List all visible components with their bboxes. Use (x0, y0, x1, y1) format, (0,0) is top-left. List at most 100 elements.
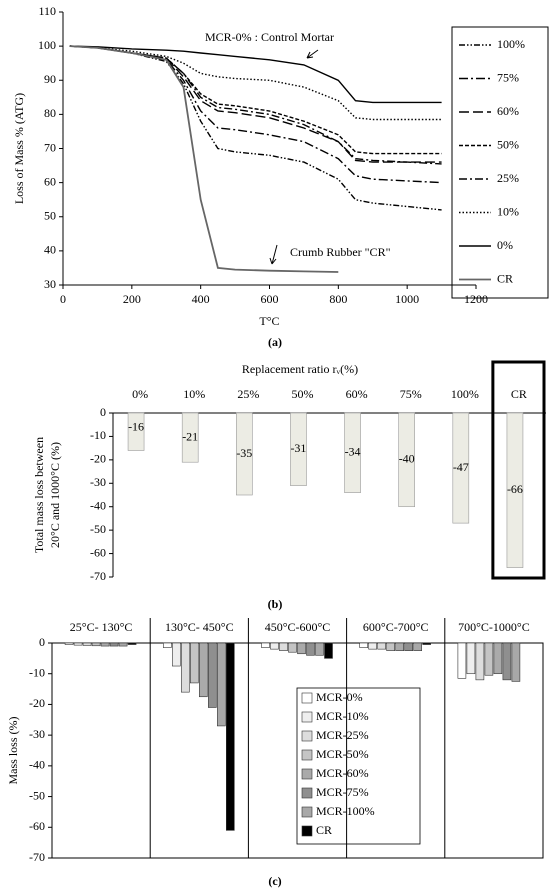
y-tick-label: 110 (38, 4, 56, 18)
caption: (a) (268, 335, 282, 349)
x-tick-label: 50% (291, 387, 313, 401)
annotation: Crumb Rubber "CR" (290, 245, 391, 259)
arrow (269, 244, 278, 265)
bar (208, 642, 217, 708)
value-label: -31 (290, 441, 306, 455)
y-tick-label: -50 (90, 522, 106, 536)
x-tick-label: 130°C- 450°C (165, 620, 234, 634)
bar (511, 642, 521, 682)
bar (288, 642, 297, 653)
legend-label: 75% (497, 70, 519, 84)
x-tick-label: 800 (329, 292, 347, 306)
x-tick-label: 25% (237, 387, 259, 401)
legend-label: CR (316, 823, 332, 837)
bar (377, 642, 387, 650)
legend-label: MCR-75% (316, 785, 369, 799)
y-tick-label: -30 (90, 475, 106, 489)
y-tick-label: -30 (29, 727, 45, 741)
x-tick-label: 100% (451, 387, 479, 401)
bar (91, 642, 101, 647)
x-tick-label: 60% (346, 387, 368, 401)
value-label: -66 (507, 482, 523, 496)
y-axis-label: Mass loss (%) (6, 716, 20, 784)
legend-label: MCR-50% (316, 747, 369, 761)
x-tick-label: 600°C-700°C (363, 620, 429, 634)
series-line (69, 45, 339, 273)
bar (466, 642, 476, 675)
y-tick-label: -50 (29, 788, 45, 802)
y-tick-label: -60 (90, 545, 106, 559)
x-tick-label: 400 (192, 292, 210, 306)
bar (181, 412, 199, 463)
y-tick-label: -70 (90, 569, 106, 583)
x-tick-label: 1200 (464, 292, 488, 306)
bar (475, 642, 485, 681)
y-tick-label: -10 (29, 665, 45, 679)
bar (181, 642, 190, 693)
x-tick-label: 10% (183, 387, 205, 401)
bar (297, 642, 306, 655)
legend-label: 0% (497, 238, 513, 252)
legend-label: 100% (497, 37, 525, 51)
y-tick-label: 30 (44, 277, 56, 291)
y-tick-label: 100 (38, 38, 56, 52)
x-tick-label: 25°C- 130°C (70, 620, 133, 634)
bar (163, 642, 172, 648)
caption: (c) (268, 874, 281, 888)
arrow (306, 49, 319, 59)
value-label: -34 (345, 445, 361, 459)
legend-box (451, 26, 549, 299)
bar (217, 642, 226, 727)
series-line (69, 45, 442, 121)
bar (270, 642, 279, 650)
bar (261, 642, 270, 648)
y-tick-label: -10 (90, 428, 106, 442)
y-axis-label: Total mass loss between (32, 437, 46, 553)
legend-label: MCR-100% (316, 804, 375, 818)
legend-swatch (301, 825, 313, 837)
series-line (69, 45, 442, 155)
bar (452, 412, 470, 524)
y-tick-label: -70 (29, 850, 45, 864)
bar (368, 642, 378, 650)
bar (73, 642, 83, 646)
value-label: -16 (128, 419, 144, 433)
bar (82, 642, 92, 646)
bar (100, 642, 110, 647)
bar (190, 642, 199, 684)
legend-label: MCR-60% (316, 766, 369, 780)
bar (413, 642, 423, 651)
bar (306, 642, 315, 656)
x-tick-label: 1000 (395, 292, 419, 306)
value-label: -21 (182, 429, 198, 443)
legend-label: 10% (497, 204, 519, 218)
x-axis-label: Replacement ratio rᵥ(%) (242, 362, 358, 376)
legend-swatch (301, 692, 313, 704)
legend-box (296, 687, 421, 845)
x-tick-label: 450°C-600°C (265, 620, 331, 634)
bar (109, 642, 119, 647)
bar (290, 412, 307, 486)
bar (398, 412, 415, 508)
bar (404, 642, 414, 651)
legend-label: MCR-0% (316, 690, 363, 704)
y-tick-label: 80 (44, 106, 56, 120)
legend-swatch (301, 711, 313, 723)
bar (359, 642, 369, 648)
bar (64, 642, 74, 645)
y-tick-label: 50 (44, 209, 56, 223)
bar (484, 642, 494, 676)
y-tick-label: 60 (44, 174, 56, 188)
bar (236, 412, 253, 496)
bar (506, 412, 524, 568)
annotation: MCR-0% : Control Mortar (205, 30, 334, 44)
y-axis-label: 20°C and 1000°C (%) (48, 442, 62, 548)
bar (457, 642, 467, 679)
bar (493, 642, 503, 675)
series-line (69, 45, 442, 163)
bar (386, 642, 396, 651)
legend-swatch (301, 749, 313, 761)
y-tick-label: -20 (90, 452, 106, 466)
caption: (b) (268, 597, 283, 611)
